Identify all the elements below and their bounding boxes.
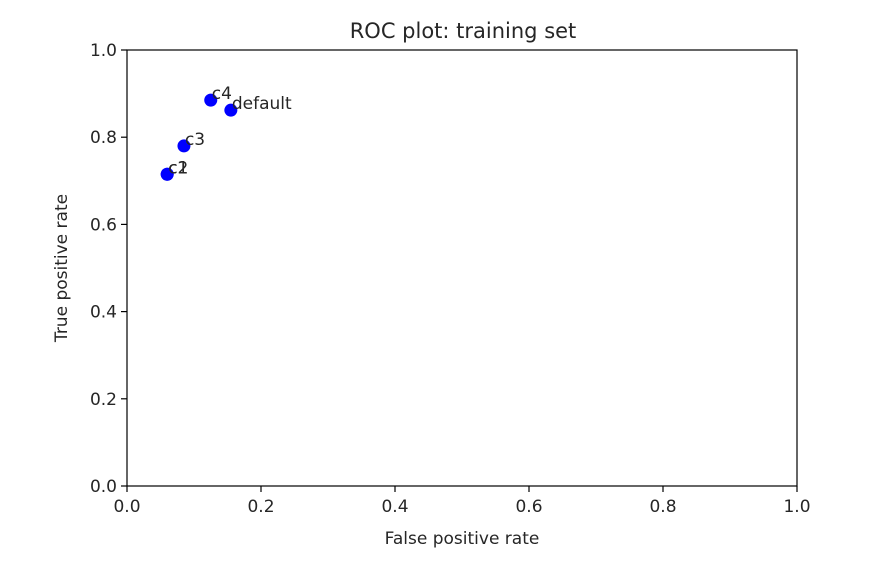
x-tick-label: 0.2 xyxy=(247,497,274,517)
point-label-default: default xyxy=(232,94,292,114)
x-axis-label: False positive rate xyxy=(385,529,540,549)
x-tick-label: 0.4 xyxy=(381,497,408,517)
x-tick-label: 1.0 xyxy=(783,497,810,517)
chart-title: ROC plot: training set xyxy=(350,19,577,43)
point-label-c4: c4 xyxy=(212,84,232,104)
y-tick-label: 0.2 xyxy=(90,390,117,410)
x-tick-label: 0.0 xyxy=(113,497,140,517)
y-tick-label: 0.8 xyxy=(90,128,117,148)
data-point-c4 xyxy=(204,93,218,107)
plot-frame xyxy=(126,49,798,487)
data-point-default xyxy=(224,103,238,117)
y-axis-label: True positive rate xyxy=(52,194,72,343)
y-tick-label: 0.0 xyxy=(90,477,117,497)
x-tick-label: 0.6 xyxy=(515,497,542,517)
point-label-c2: c2 xyxy=(168,158,188,178)
axis-ticks: 0.0 0.2 0.4 0.6 0.8 1.0 0.0 0.2 0.4 0.6 0.8 1.0 xyxy=(90,41,811,517)
data-point-c3 xyxy=(177,139,191,153)
x-tick-label: 0.8 xyxy=(649,497,676,517)
y-tick-label: 1.0 xyxy=(90,41,117,61)
point-label-c3: c3 xyxy=(185,130,205,150)
data-point-c2 xyxy=(160,167,174,181)
y-tick-label: 0.6 xyxy=(90,215,117,235)
y-tick-label: 0.4 xyxy=(90,303,117,323)
